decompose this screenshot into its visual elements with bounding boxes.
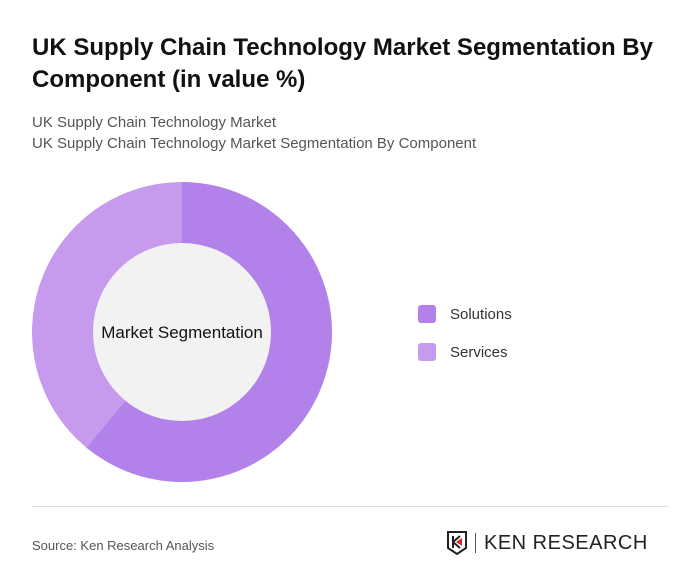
chart-subtitle-market: UK Supply Chain Technology Market [32,114,277,131]
footer-divider [32,506,668,507]
chart-subtitle-segmentation: UK Supply Chain Technology Market Segmen… [32,135,477,152]
legend-item-solutions[interactable]: Solutions [418,305,512,323]
donut-center [93,243,271,421]
donut-chart: Market Segmentation [31,182,332,482]
legend-label: Services [450,343,508,361]
ken-logo-icon [447,531,467,555]
legend-item-services[interactable]: Services [418,343,508,361]
source-note: Source: Ken Research Analysis [32,538,215,553]
ken-research-logo: KEN RESEARCH [447,531,648,555]
legend-swatch-solutions [418,305,436,323]
logo-text: KEN RESEARCH [475,533,648,553]
center-label: Market Segmentation [101,323,263,342]
legend-swatch-services [418,343,436,361]
legend-label: Solutions [450,305,512,323]
chart-title: UK Supply Chain Technology Market Segmen… [32,34,653,93]
